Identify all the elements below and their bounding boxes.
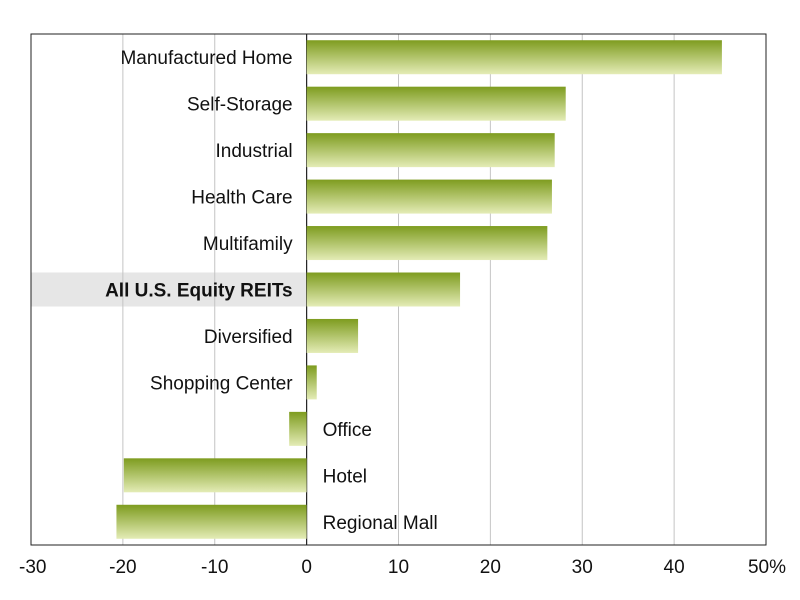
category-label: Shopping Center [150, 373, 293, 394]
x-tick-label: 40 [664, 557, 685, 578]
x-tick-label: -20 [109, 557, 136, 578]
category-labels: Manufactured Home Self-Storage Industrial H… [105, 48, 438, 534]
x-axis-tick-labels: -30 -20 -10 0 10 20 30 40 50% [19, 557, 786, 578]
x-tick-label: -10 [201, 557, 228, 578]
category-label: Hotel [323, 466, 367, 487]
bar-multifamily [306, 226, 548, 261]
bar-health-care [306, 179, 552, 214]
bar-office [289, 411, 307, 446]
bar-hotel [123, 458, 307, 493]
x-tick-label: 50% [748, 557, 786, 578]
category-label: Industrial [216, 141, 293, 162]
bar-self-storage [306, 86, 566, 121]
bar-shopping-center [306, 365, 317, 400]
bar-regional-mall [116, 504, 307, 539]
bar-all-u-s-equity-reits [306, 272, 461, 307]
x-tick-label: 20 [480, 557, 501, 578]
highlight-band [31, 272, 307, 307]
plot-frame [30, 33, 767, 546]
category-label: Health Care [191, 188, 292, 209]
x-tick-label: 10 [388, 557, 409, 578]
category-label: All U.S. Equity REITs [105, 281, 293, 302]
category-label: Diversified [204, 327, 293, 348]
category-label: Regional Mall [323, 513, 438, 534]
category-label: Office [323, 420, 372, 441]
bar-manufactured-home [306, 40, 722, 75]
x-tick-label: -30 [19, 557, 46, 578]
x-tick-label: 0 [301, 557, 312, 578]
bar-industrial [306, 133, 555, 168]
category-label: Manufactured Home [120, 48, 292, 69]
x-tick-label: 30 [572, 557, 593, 578]
category-label: Self-Storage [187, 95, 293, 116]
bar-diversified [306, 318, 359, 353]
category-label: Multifamily [203, 234, 293, 255]
bars [116, 40, 722, 539]
